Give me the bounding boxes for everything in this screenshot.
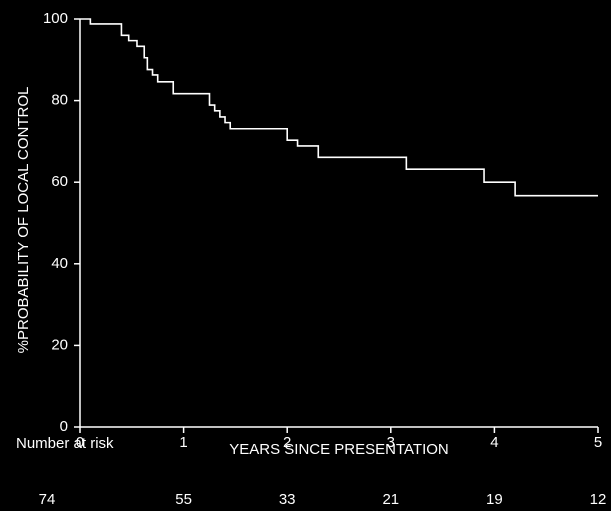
risk-count: 19	[486, 491, 503, 508]
y-tick-label: 60	[51, 173, 68, 190]
y-tick-label: 80	[51, 92, 68, 109]
y-tick-label: 0	[60, 418, 68, 435]
y-tick-label: 100	[43, 10, 68, 27]
risk-count: 55	[175, 491, 192, 508]
x-tick-label: 3	[387, 434, 395, 451]
y-tick-label: 40	[51, 255, 68, 272]
risk-table-label: Number at risk	[16, 435, 114, 452]
x-tick-label: 4	[490, 434, 498, 451]
survival-curve	[80, 18, 598, 197]
y-tick-label: 20	[51, 336, 68, 353]
x-tick-label: 5	[594, 434, 602, 451]
x-tick-label: 1	[179, 434, 187, 451]
risk-count: 74	[39, 491, 56, 508]
risk-count: 21	[382, 491, 399, 508]
risk-count: 33	[279, 491, 296, 508]
x-tick-label: 0	[76, 434, 84, 451]
x-axis-label: YEARS SINCE PRESENTATION	[229, 441, 449, 458]
y-axis-label: %PROBABILITY OF LOCAL CONTROL	[15, 87, 32, 354]
risk-count: 12	[590, 491, 607, 508]
x-tick-label: 2	[283, 434, 291, 451]
